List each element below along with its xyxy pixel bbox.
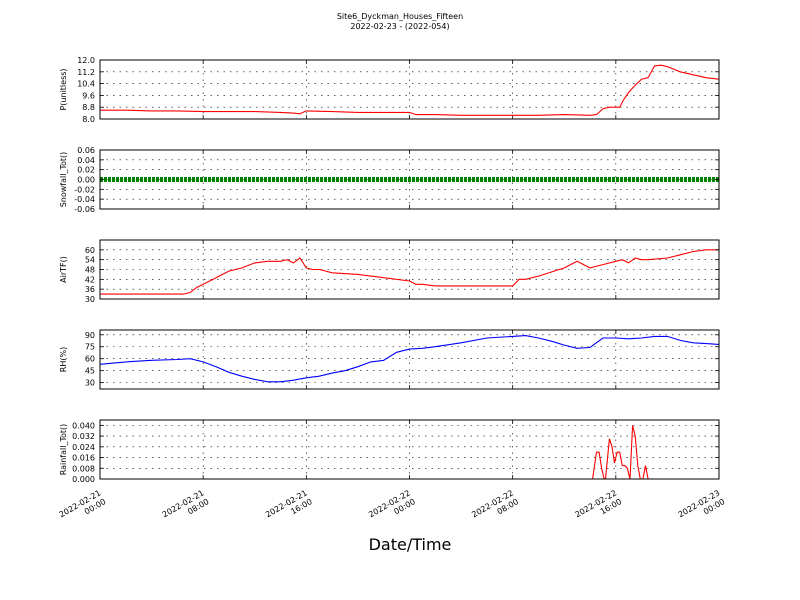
y-axis-label: P(unitless) <box>59 68 68 110</box>
y-tick-label: 0.016 <box>72 454 95 463</box>
y-tick-label: 0.040 <box>72 421 95 430</box>
y-tick-label: 8.8 <box>82 103 95 112</box>
plot-frame <box>99 329 720 390</box>
y-tick-label: 0.06 <box>77 146 95 155</box>
plot-frame <box>99 419 720 480</box>
series-line <box>100 249 719 295</box>
y-tick-label: 90 <box>85 331 95 340</box>
y-tick-label: 30 <box>85 379 95 388</box>
y-axis-label: RH(%) <box>59 347 68 372</box>
chart-subtitle: 2022-02-23 - (2022-054) <box>350 22 449 31</box>
y-axis-label: AirTF() <box>59 256 68 283</box>
y-tick-label: 60 <box>85 355 95 364</box>
y-tick-label: 0.000 <box>72 475 95 484</box>
y-tick-label: 0.008 <box>72 464 95 473</box>
y-tick-label: -0.04 <box>74 195 95 204</box>
y-tick-label: 42 <box>85 275 95 284</box>
snowfall-panel: -0.06-0.04-0.020.000.020.040.06 Snowfall_… <box>59 146 720 214</box>
y-tick-label: 45 <box>85 367 95 376</box>
y-tick-label: 9.6 <box>82 91 95 100</box>
y-tick-label: 0.02 <box>77 166 95 175</box>
y-tick-label: 11.2 <box>77 68 95 77</box>
y-tick-label: 54 <box>85 256 95 265</box>
series-line <box>100 425 719 480</box>
y-tick-label: 8.0 <box>82 115 95 124</box>
y-tick-label: -0.02 <box>74 185 95 194</box>
y-tick-label: 0.032 <box>72 432 95 441</box>
chart-title: Site6_Dyckman_Houses_Fifteen <box>337 12 463 21</box>
y-tick-label: 10.4 <box>77 80 95 89</box>
y-axis-label: Snowfall_Tot() <box>59 152 68 208</box>
y-tick-label: 0.00 <box>77 176 95 185</box>
y-tick-label: 0.04 <box>77 156 95 165</box>
y-tick-label: -0.06 <box>74 205 95 214</box>
series-line <box>99 335 720 383</box>
y-tick-label: 0.024 <box>72 443 95 452</box>
y-tick-label: 12.0 <box>77 56 95 65</box>
y-tick-label: 30 <box>85 295 95 304</box>
y-tick-label: 75 <box>85 343 95 352</box>
pressure-panel: 8.0 8.8 9.6 10.4 11.2 12.0 P(unitless) <box>59 56 720 124</box>
plot-frame <box>99 59 720 120</box>
y-tick-label: 60 <box>85 246 95 255</box>
rel-humidity-panel: 30 45 60 75 90 RH(%) <box>59 329 720 390</box>
y-axis-label: Rainfall_Tot() <box>59 424 68 476</box>
panels: 8.08.89.610.411.212.0P(unitless)-0.06-0.… <box>59 56 720 484</box>
y-tick-label: 48 <box>85 266 95 275</box>
x-axis-label: Date/Time <box>369 535 452 554</box>
series-line <box>100 64 720 116</box>
y-tick-label: 36 <box>85 285 95 294</box>
